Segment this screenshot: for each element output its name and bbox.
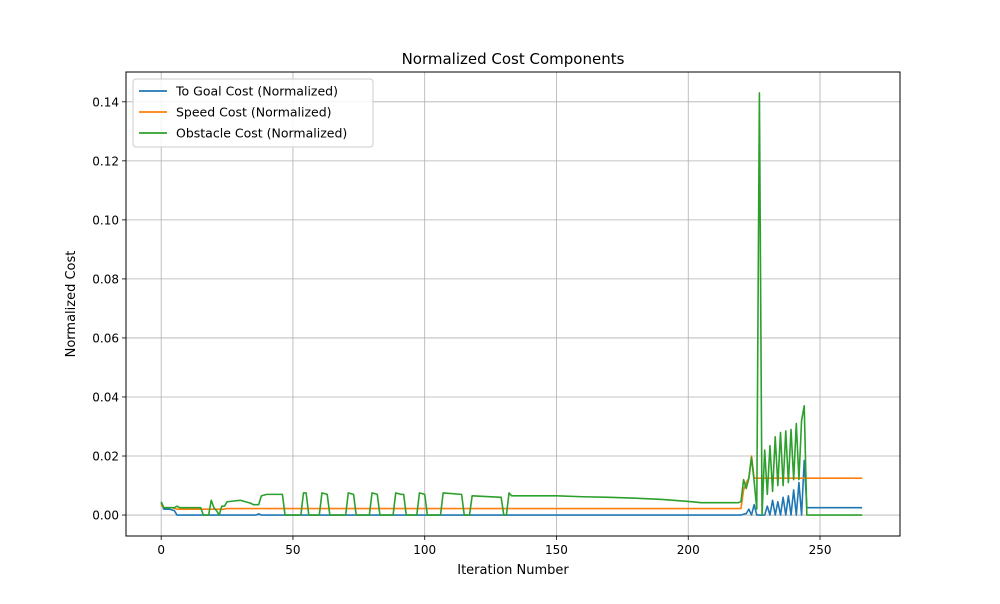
- y-tick-label: 0.04: [92, 390, 119, 404]
- series-line-2: [160, 92, 863, 516]
- series-line-0: [160, 459, 863, 516]
- legend: To Goal Cost (Normalized) Speed Cost (Nor…: [132, 78, 374, 148]
- y-tick-label: 0.06: [92, 331, 119, 345]
- x-tick-label: 150: [545, 543, 568, 557]
- x-axis-ticks: 0 50 100 150 200 250: [157, 536, 831, 557]
- y-tick-label: 0.14: [92, 95, 119, 109]
- y-axis-ticks: 0.00 0.02 0.04 0.06 0.08 0.10 0.12 0.14: [92, 95, 126, 523]
- y-tick-label: 0.00: [92, 509, 119, 523]
- x-tick-label: 250: [809, 543, 832, 557]
- legend-label: Obstacle Cost (Normalized): [176, 126, 347, 141]
- plot-area: [160, 92, 863, 516]
- legend-box: [132, 78, 374, 148]
- chart-title: Normalized Cost Components: [402, 50, 625, 68]
- x-axis-label: Iteration Number: [457, 563, 569, 578]
- y-tick-label: 0.02: [92, 450, 119, 464]
- legend-label: To Goal Cost (Normalized): [175, 84, 338, 99]
- x-tick-label: 0: [157, 543, 165, 557]
- x-tick-label: 100: [413, 543, 436, 557]
- x-tick-label: 200: [677, 543, 700, 557]
- y-axis-label: Normalized Cost: [64, 251, 79, 358]
- grid: [126, 72, 900, 536]
- plot-frame: [125, 71, 901, 537]
- y-tick-label: 0.12: [92, 154, 119, 168]
- x-tick-label: 50: [285, 543, 300, 557]
- y-tick-label: 0.10: [92, 213, 119, 227]
- series-lines: [160, 92, 863, 516]
- legend-label: Speed Cost (Normalized): [176, 105, 332, 120]
- y-tick-label: 0.08: [92, 272, 119, 286]
